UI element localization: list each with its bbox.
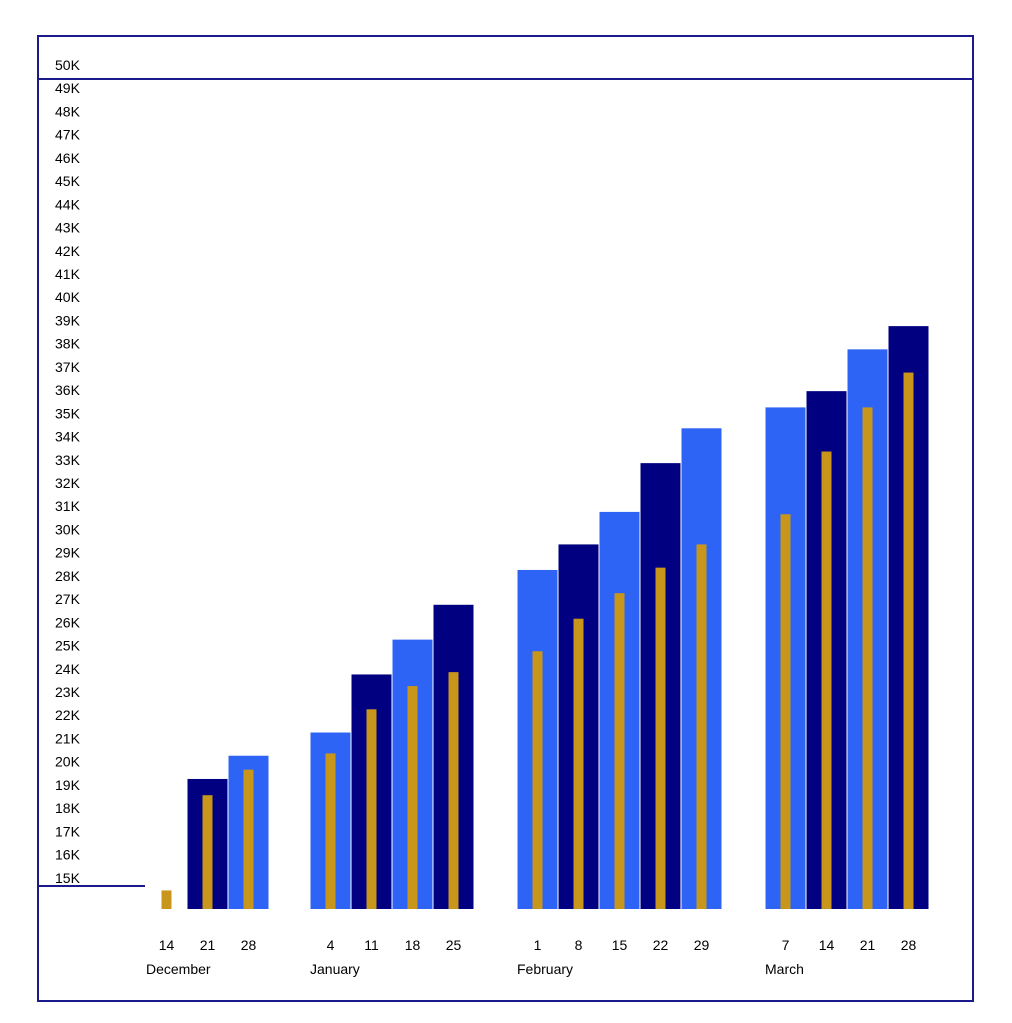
x-tick-label: 7 — [782, 937, 790, 953]
bars — [161, 326, 929, 910]
x-tick-label: 14 — [159, 937, 175, 953]
y-tick-label: 45K — [55, 173, 81, 189]
month-label: February — [517, 961, 573, 977]
y-tick-label: 48K — [55, 103, 81, 119]
y-tick-label: 27K — [55, 591, 81, 607]
y-tick-label: 29K — [55, 545, 81, 561]
y-tick-label: 37K — [55, 359, 81, 375]
month-label: December — [146, 961, 211, 977]
bar-inner — [821, 451, 832, 909]
y-tick-label: 28K — [55, 568, 81, 584]
y-tick-label: 33K — [55, 452, 81, 468]
x-tick-label: 21 — [860, 937, 876, 953]
bar-inner — [614, 593, 625, 909]
y-tick-label: 35K — [55, 405, 81, 421]
y-tick-label: 36K — [55, 382, 81, 398]
bar-inner — [325, 753, 336, 909]
bar-inner — [243, 769, 254, 909]
y-tick-label: 49K — [55, 80, 81, 96]
chart-frame — [37, 35, 974, 1002]
month-labels: December January February March — [146, 961, 804, 977]
y-tick-label: 32K — [55, 475, 81, 491]
bar-inner — [532, 651, 543, 909]
y-tick-label: 34K — [55, 429, 81, 445]
bar-inner — [573, 618, 584, 909]
y-tick-label: 41K — [55, 266, 81, 282]
y-tick-label: 30K — [55, 521, 81, 537]
bar-inner — [903, 372, 914, 910]
x-tick-label: 11 — [364, 937, 379, 953]
y-tick-label: 24K — [55, 661, 81, 677]
x-tick-label: 1 — [534, 937, 542, 953]
y-tick-label: 19K — [55, 777, 81, 793]
x-axis-ticks: 14 21 28 4 11 18 25 1 8 15 22 29 7 14 21 28 — [159, 937, 917, 953]
y-tick-label: 39K — [55, 312, 81, 328]
month-label: March — [765, 961, 804, 977]
y-tick-label: 46K — [55, 150, 81, 166]
y-tick-label: 43K — [55, 220, 81, 236]
y-tick-label: 17K — [55, 823, 81, 839]
x-tick-label: 14 — [819, 937, 835, 953]
y-tick-label: 47K — [55, 127, 81, 143]
bar-inner — [366, 709, 377, 909]
y-tick-label: 22K — [55, 707, 81, 723]
x-tick-label: 21 — [200, 937, 216, 953]
bar-inner — [448, 672, 459, 909]
bar-inner — [780, 514, 791, 909]
bar-inner — [696, 544, 707, 909]
x-tick-label: 25 — [446, 937, 462, 953]
x-tick-label: 28 — [901, 937, 917, 953]
x-tick-label: 4 — [327, 937, 335, 953]
y-tick-label: 44K — [55, 196, 81, 212]
y-tick-label: 26K — [55, 614, 81, 630]
y-tick-label: 15K — [55, 870, 81, 886]
y-tick-label: 21K — [55, 730, 81, 746]
x-tick-label: 18 — [405, 937, 421, 953]
x-tick-label: 22 — [653, 937, 669, 953]
bar-inner — [161, 890, 172, 909]
month-label: January — [310, 961, 360, 977]
y-tick-label: 38K — [55, 336, 81, 352]
x-tick-label: 8 — [575, 937, 583, 953]
y-tick-label: 16K — [55, 847, 81, 863]
y-tick-label: 31K — [55, 498, 81, 514]
x-tick-label: 29 — [694, 937, 710, 953]
y-tick-label: 42K — [55, 243, 81, 259]
bar-inner — [407, 686, 418, 909]
y-tick-label: 23K — [55, 684, 81, 700]
y-tick-label: 25K — [55, 638, 81, 654]
x-tick-label: 15 — [612, 937, 628, 953]
bar-inner — [862, 407, 873, 909]
y-tick-label: 50K — [55, 57, 81, 73]
y-tick-label: 20K — [55, 754, 81, 770]
x-tick-label: 28 — [241, 937, 257, 953]
y-tick-label: 40K — [55, 289, 81, 305]
y-tick-label: 18K — [55, 800, 81, 816]
y-axis-ticks: 15K 16K 17K 18K 19K 20K 21K 22K 23K 24K 25K 26K 27K 2… — [55, 57, 81, 886]
bar-inner — [655, 567, 666, 909]
bar-inner — [202, 795, 213, 909]
